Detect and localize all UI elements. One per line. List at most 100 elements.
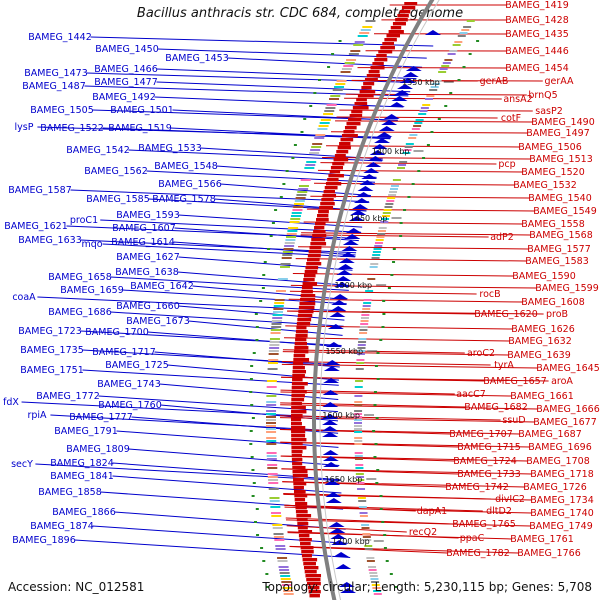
forward-gene-leader-line [281,468,532,475]
forward-gene-block [291,434,306,438]
forward-gene-block [308,250,322,254]
reverse-gene-arrow [325,492,342,497]
forward-gene-block [291,414,303,418]
function-category-strip [360,29,371,31]
reverse-gene-label: BAMEG_1585 [86,194,150,205]
reverse-gene-arrow [353,198,370,203]
gc-skew-mark [269,235,273,237]
gc-skew-mark [399,222,403,224]
forward-gene-label: ppaC [460,533,485,544]
forward-gene-block [293,486,304,490]
function-category-strip [324,110,335,112]
function-category-strip [277,557,288,559]
forward-gene-label: BAMEG_1558 [521,219,585,230]
function-category-strip [363,299,372,301]
gc-skew-mark [279,196,283,198]
function-category-strip [420,107,429,109]
function-category-strip [368,569,377,571]
scale-tick-label: 1450 kbp [350,214,388,223]
reverse-gene-label: rpiA [27,410,47,421]
function-category-strip [283,590,294,592]
gc-skew-mark [399,235,403,237]
scale-tick-label: 1700 kbp [332,537,370,546]
function-category-strip [329,98,340,100]
reverse-gene-label: BAMEG_1735 [20,345,84,356]
gc-skew-mark [374,365,378,367]
reverse-gene-label: BAMEG_1450 [95,44,159,55]
forward-gene-block [299,302,316,306]
forward-gene-block [330,166,344,170]
genome-info-text: Topology: circular; Length: 5,230,115 bp… [262,580,592,594]
forward-gene-leader-line [280,404,538,410]
gc-skew-mark [271,222,275,224]
reverse-gene-arrow [338,582,355,587]
function-category-strip [384,206,393,208]
function-category-strip [378,227,387,229]
forward-gene-block [295,510,308,514]
gc-skew-mark [383,534,387,536]
gc-skew-mark [372,430,376,432]
function-category-strip [272,317,283,319]
gc-skew-mark [331,53,335,55]
function-category-strip [266,443,277,445]
forward-gene-block [293,354,306,358]
forward-gene-block [303,278,315,282]
forward-gene-label: BAMEG_1568 [529,230,593,241]
reverse-gene-label: BAMEG_1659 [60,285,124,296]
genome-title: Bacillus anthracis str. CDC 684, complet… [136,6,464,21]
forward-gene-block [298,534,310,538]
function-category-strip [319,122,330,124]
reverse-gene-label: BAMEG_1660 [116,301,180,312]
function-category-strip [291,212,302,214]
reverse-gene-label: BAMEG_1548 [154,161,218,172]
reverse-gene-arrow [335,276,352,281]
reverse-gene-label: BAMEG_1841 [50,471,114,482]
forward-gene-block [340,138,354,142]
reverse-gene-arrow [394,90,411,95]
gc-skew-mark [375,482,379,484]
forward-gene-leader-line [298,246,529,250]
function-category-strip [383,209,392,211]
function-category-strip [294,200,305,202]
forward-gene-block [297,526,308,530]
gc-skew-mark [249,443,253,445]
function-category-strip [295,197,306,199]
function-category-strip [354,401,363,403]
function-category-strip [326,104,337,106]
gc-skew-mark [375,417,379,419]
function-category-strip [429,89,438,91]
forward-gene-leader-line [279,417,535,423]
function-category-strip [372,251,381,253]
function-category-strip [362,533,371,535]
reverse-gene-arrow [363,168,380,173]
function-category-strip [357,347,366,349]
scale-tick-label: 1500 kbp [334,281,372,290]
forward-gene-leader-line [336,116,498,119]
forward-gene-leader-line [320,162,497,165]
function-category-strip [358,506,367,508]
reverse-gene-arrow [367,156,384,161]
function-category-strip [457,35,466,37]
forward-gene-label: gerAA [544,76,574,87]
reverse-gene-arrow [322,426,339,431]
function-category-strip [273,308,284,310]
forward-gene-block [292,366,305,370]
forward-gene-label: BAMEG_1583 [525,256,589,267]
function-category-strip [270,512,281,514]
function-category-strip [309,152,320,154]
function-category-strip [373,248,382,250]
forward-gene-leader-line [306,208,535,212]
scale-tick-label: 1400 kbp [372,147,410,156]
reverse-gene-arrow [323,462,340,467]
reverse-gene-arrow [340,252,357,257]
function-category-strip [355,368,364,370]
forward-gene-block [374,58,388,62]
function-category-strip [409,134,418,136]
reverse-gene-label: BAMEG_1751 [20,365,84,376]
gc-skew-mark [250,404,254,406]
forward-gene-label: BAMEG_1749 [529,521,593,532]
forward-gene-label: BAMEG_1765 [452,519,516,530]
reverse-gene-label: BAMEG_1777 [69,412,133,423]
forward-gene-label: BAMEG_1428 [505,15,569,26]
forward-gene-leader-line [280,415,501,421]
